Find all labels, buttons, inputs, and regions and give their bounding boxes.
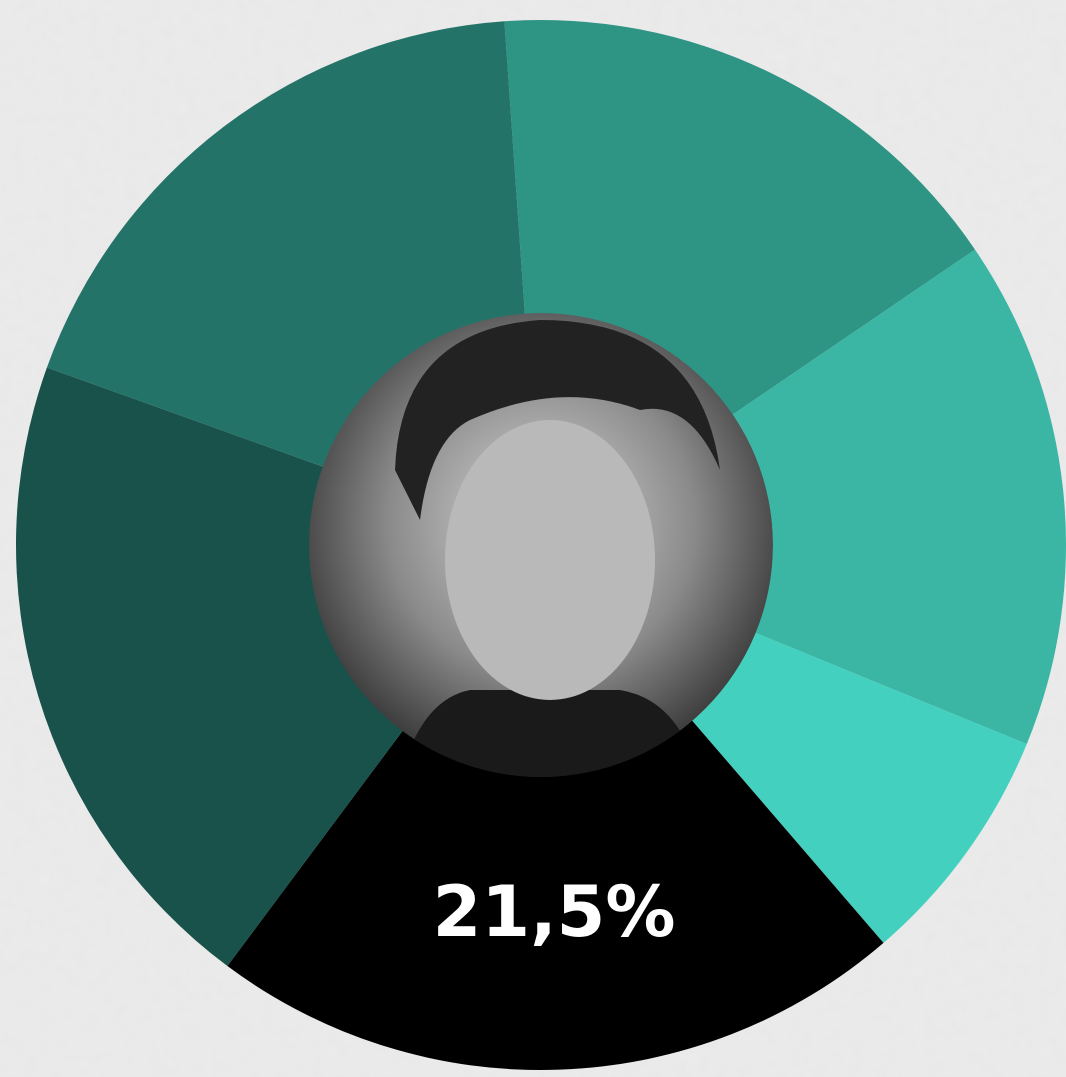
- page: 21,5% (() => { const data = JSON.parse(d…: [0, 0, 1066, 1077]
- center-photo: [309, 313, 773, 780]
- chart: 21,5%: [0, 0, 1066, 1077]
- photo-face: [445, 420, 655, 700]
- value-label: 21,5%: [433, 871, 676, 953]
- labels: 21,5%: [433, 871, 676, 953]
